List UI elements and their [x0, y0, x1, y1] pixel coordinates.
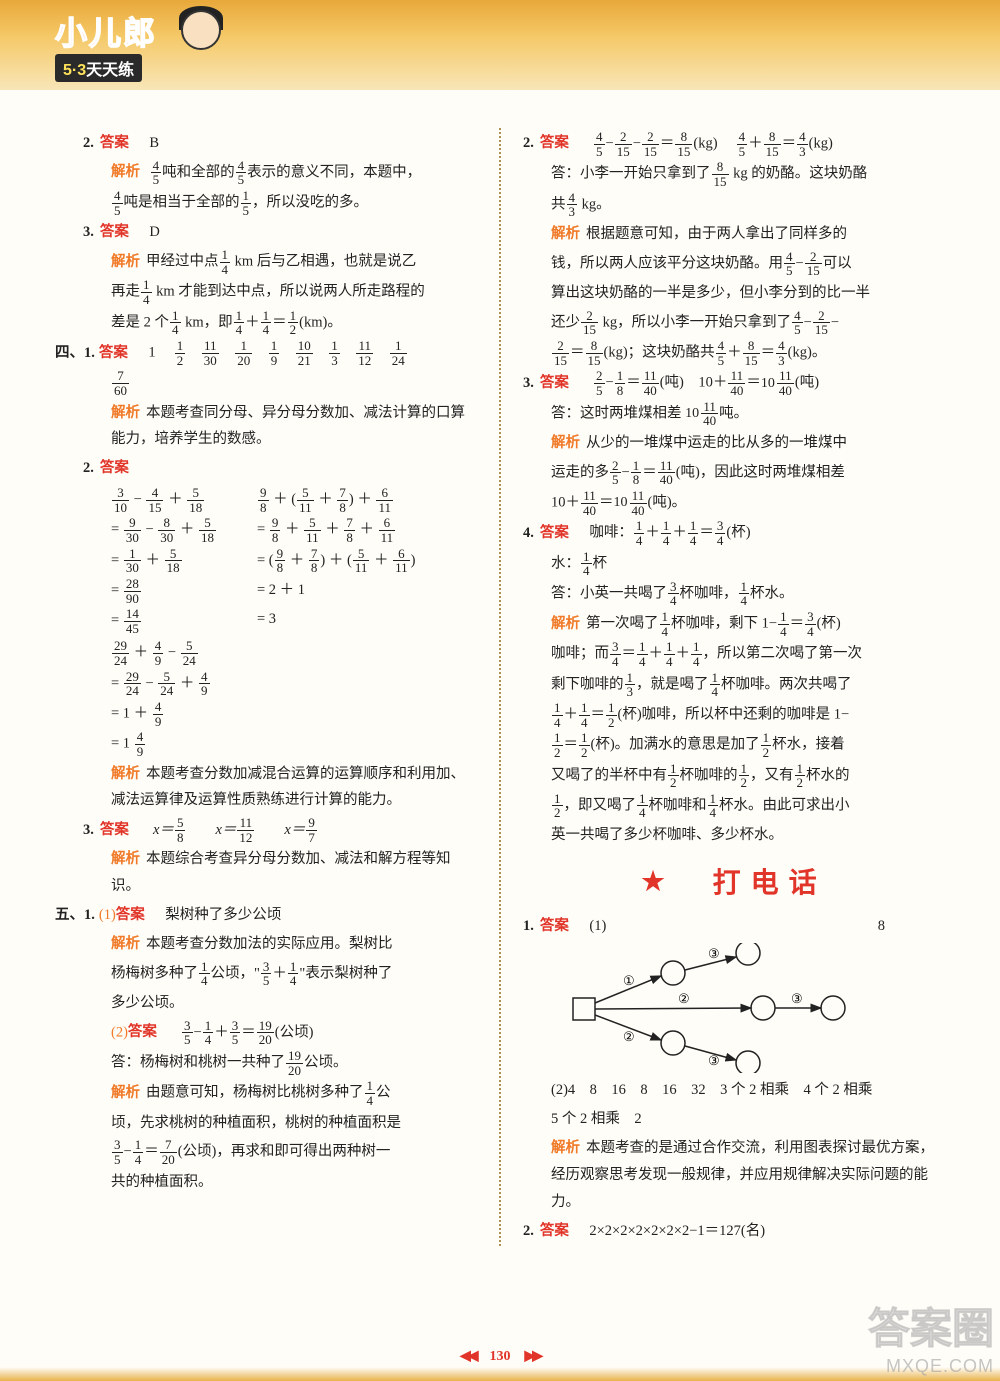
- svg-text:③: ③: [708, 946, 720, 961]
- t2: 2.答案 2×2×2×2×2×2×2−1＝127(名): [523, 1218, 945, 1245]
- watermark: 答案圈 MXQE.COM: [794, 1295, 994, 1377]
- s4q2-explain: 解析本题考查分数加减混合运算的运算顺序和利用加、减法运算律及运算性质熟练进行计算…: [55, 761, 477, 815]
- header-band: 小儿郎 5·3天天练: [0, 0, 1000, 90]
- section-title: ★ 打电话: [523, 857, 945, 909]
- svg-text:②: ②: [623, 1029, 635, 1044]
- s4q2-colC: 2924 ＋ 49 − 524= 2924 − 524 ＋ 49= 1 ＋ 49…: [55, 639, 477, 758]
- s4q3-explain: 解析本题综合考查异分母分数加、减法和解方程等知识。: [55, 846, 477, 900]
- column-divider: [499, 128, 501, 1246]
- left-column: 2.答案 B 解析 45吨和全部的45表示的意义不同，本题中， 45吨是相当于全…: [55, 128, 495, 1246]
- svg-text:②: ②: [678, 991, 690, 1006]
- s4q1-explain: 解析本题考查同分母、异分母分数加、减法计算的口算能力，培养学生的数感。: [55, 400, 477, 454]
- s5q1: 五、1.(1)答案 梨树种了多少公顷: [55, 902, 477, 929]
- q3-explain: 解析甲经过中点14 km 后与乙相遇，也就是说乙: [55, 248, 477, 276]
- page-content: 2.答案 B 解析 45吨和全部的45表示的意义不同，本题中， 45吨是相当于全…: [0, 90, 1000, 1256]
- q2-answer: 2.答案 B: [55, 130, 477, 157]
- s4q2: 2.答案: [55, 455, 477, 482]
- right-column: 2.答案 45−215−215＝815(kg) 45＋815＝43(kg) 答：…: [505, 128, 945, 1246]
- q2-explain: 解析 45吨和全部的45表示的意义不同，本题中，: [55, 159, 477, 187]
- mascot-icon: [175, 6, 230, 68]
- s4q2-colA: 310 − 415 ＋ 518= 930 − 830 ＋ 518= 130 ＋ …: [111, 484, 217, 637]
- logo-title: 小儿郎: [55, 8, 195, 54]
- rq3: 3.答案 25−18＝1140(吨) 10＋1140＝101140(吨): [523, 369, 945, 397]
- t1: 1.答案 (1) 8: [523, 913, 945, 940]
- s4q2-colB: 98 ＋ (511 ＋ 78) ＋ 611= 98 ＋ 511 ＋ 78 ＋ 6…: [257, 484, 415, 637]
- rq4: 4.答案 咖啡：14＋14＋14＝34(杯): [523, 519, 945, 547]
- svg-text:③: ③: [708, 1053, 720, 1068]
- rq2: 2.答案 45−215−215＝815(kg) 45＋815＝43(kg): [523, 130, 945, 158]
- s4q3: 3.答案 x＝58 x＝1112 x＝97: [55, 816, 477, 844]
- logo-subtitle: 5·3天天练: [55, 54, 142, 82]
- s4q1: 四、1.答案 1 12 1130 120 19 1021 13 1112 124: [55, 339, 477, 367]
- svg-text:③: ③: [791, 991, 803, 1006]
- svg-text:①: ①: [623, 973, 635, 988]
- logo: 小儿郎 5·3天天练: [55, 8, 195, 82]
- tree-diagram: ① ② ② ③ ③ ③: [563, 943, 863, 1073]
- q3-answer: 3.答案 D: [55, 219, 477, 246]
